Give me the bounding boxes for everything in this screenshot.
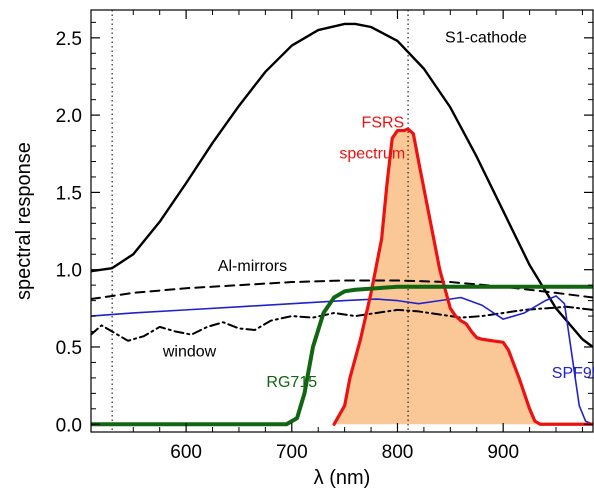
annotation-fsrs1: FSRS (362, 114, 405, 131)
plot-area (91, 10, 593, 432)
annotation-spf950: SPF950 (552, 365, 594, 382)
axes: 600 700 800 900 0.0 0.5 1.0 1.5 2.0 2.5 (56, 10, 593, 463)
y-tick-label-4: 2.0 (56, 106, 82, 127)
y-tick-label-0: 0.0 (56, 415, 82, 436)
annotation-fsrs2: spectrum (339, 145, 405, 162)
y-axis-label: spectral response (13, 142, 35, 300)
x-tick-label-900: 900 (487, 442, 519, 463)
fsrs-spectrum-fill (334, 129, 593, 425)
series-window-line (91, 305, 593, 342)
x-tick-label-700: 700 (276, 442, 308, 463)
plot-frame (90, 9, 594, 433)
x-tick-label-800: 800 (382, 442, 414, 463)
annotations: S1-cathode FSRS spectrum Al-mirrors window RG… (162, 29, 594, 391)
series-s1-cathode-line (91, 22, 593, 349)
series-rg715-line (91, 284, 593, 427)
series-spf950-line (91, 295, 593, 426)
x-axis-label: λ (nm) (314, 467, 371, 489)
annotation-rg715: RG715 (266, 374, 317, 391)
y-tick-label-3: 1.5 (56, 183, 82, 204)
y-tick-label-5: 2.5 (56, 29, 82, 50)
series-fsrs-spectrum-line (332, 127, 593, 426)
y-tick-label-2: 1.0 (56, 261, 82, 282)
y-tick-label-1: 0.5 (56, 338, 82, 359)
annotation-almirrors: Al-mirrors (218, 258, 287, 275)
annotation-window: window (162, 343, 217, 360)
x-tick-label-600: 600 (170, 442, 202, 463)
annotation-s1: S1-cathode (445, 29, 527, 46)
series-al-mirrors-line (91, 279, 593, 301)
